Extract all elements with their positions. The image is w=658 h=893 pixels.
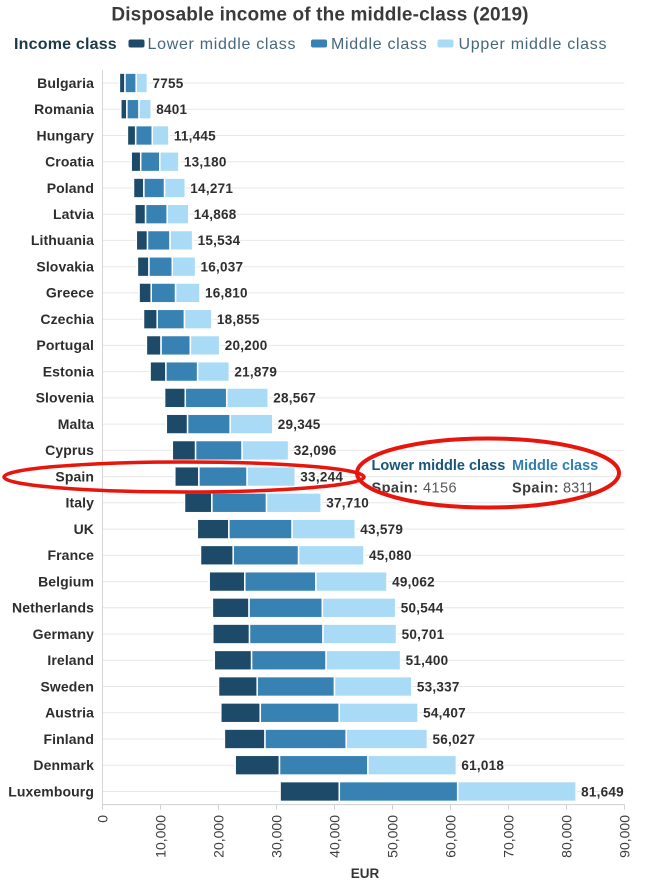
svg-text:50,544: 50,544 (401, 601, 444, 616)
svg-text:Middle class: Middle class (512, 458, 598, 474)
svg-text:Portugal: Portugal (36, 337, 94, 353)
svg-text:33,244: 33,244 (300, 469, 343, 484)
svg-text:16,037: 16,037 (201, 260, 244, 275)
svg-text:Germany: Germany (33, 626, 95, 642)
svg-text:Upper middle class: Upper middle class (459, 36, 608, 53)
svg-text:Disposable income of the middl: Disposable income of the middle-class (2… (111, 5, 528, 26)
svg-text:20,200: 20,200 (225, 338, 268, 353)
svg-text:21,879: 21,879 (234, 364, 277, 379)
svg-text:61,018: 61,018 (461, 758, 504, 773)
svg-text:54,407: 54,407 (423, 706, 466, 721)
svg-text:16,810: 16,810 (205, 286, 248, 301)
svg-text:Greece: Greece (46, 285, 94, 301)
svg-text:51,400: 51,400 (406, 653, 449, 668)
svg-text:Lower middle class: Lower middle class (372, 458, 506, 474)
svg-text:32,096: 32,096 (294, 443, 337, 458)
svg-text:EUR: EUR (351, 866, 380, 881)
svg-text:Luxembourg: Luxembourg (8, 783, 94, 799)
svg-text:Cyprus: Cyprus (45, 442, 94, 458)
svg-text:Hungary: Hungary (37, 127, 95, 143)
svg-text:8401: 8401 (156, 102, 187, 117)
svg-text:Spain: Spain (55, 468, 94, 484)
svg-text:60,000: 60,000 (443, 815, 459, 858)
svg-text:29,345: 29,345 (278, 417, 321, 432)
svg-text:Netherlands: Netherlands (12, 600, 94, 616)
svg-text:56,027: 56,027 (433, 732, 476, 747)
svg-text:Finland: Finland (44, 731, 94, 747)
svg-text:Estonia: Estonia (43, 363, 94, 379)
svg-text:90,000: 90,000 (617, 815, 633, 858)
svg-text:37,710: 37,710 (326, 496, 369, 511)
svg-text:Malta: Malta (58, 416, 94, 432)
svg-text:14,271: 14,271 (190, 181, 233, 196)
svg-text:Italy: Italy (65, 495, 94, 511)
svg-text:Latvia: Latvia (53, 206, 94, 222)
svg-text:Lower middle class: Lower middle class (148, 36, 297, 53)
svg-text:Lithuania: Lithuania (31, 232, 94, 248)
svg-text:0: 0 (95, 815, 111, 823)
svg-text:10,000: 10,000 (153, 815, 169, 858)
svg-text:Slovenia: Slovenia (36, 390, 94, 406)
svg-text:Slovakia: Slovakia (36, 259, 94, 275)
svg-text:Denmark: Denmark (33, 757, 94, 773)
svg-text:Income class: Income class (14, 36, 117, 53)
svg-text:Belgium: Belgium (38, 573, 94, 589)
svg-text:11,445: 11,445 (174, 128, 216, 143)
svg-text:53,337: 53,337 (417, 679, 460, 694)
svg-text:81,649: 81,649 (581, 784, 624, 799)
svg-text:14,868: 14,868 (194, 207, 237, 222)
svg-text:Poland: Poland (47, 180, 94, 196)
svg-text:Spain: 8311: Spain: 8311 (512, 481, 594, 497)
svg-text:Spain: 4156: Spain: 4156 (372, 481, 458, 497)
svg-text:40,000: 40,000 (327, 815, 343, 858)
svg-text:43,579: 43,579 (360, 522, 403, 537)
svg-text:Sweden: Sweden (40, 678, 94, 694)
svg-text:15,534: 15,534 (198, 233, 241, 248)
svg-text:Croatia: Croatia (45, 154, 94, 170)
svg-text:13,180: 13,180 (184, 155, 227, 170)
svg-text:80,000: 80,000 (559, 815, 575, 858)
svg-text:50,000: 50,000 (385, 815, 401, 858)
svg-text:Bulgaria: Bulgaria (37, 75, 94, 91)
svg-text:France: France (47, 547, 94, 563)
svg-text:Austria: Austria (45, 705, 94, 721)
svg-text:Ireland: Ireland (47, 652, 94, 668)
svg-text:49,062: 49,062 (392, 574, 435, 589)
svg-text:Czechia: Czechia (40, 311, 94, 327)
svg-text:18,855: 18,855 (217, 312, 260, 327)
svg-text:30,000: 30,000 (269, 815, 285, 858)
svg-text:20,000: 20,000 (211, 815, 227, 858)
svg-text:Romania: Romania (34, 101, 94, 117)
svg-text:28,567: 28,567 (273, 391, 316, 406)
svg-text:Middle class: Middle class (331, 36, 427, 53)
svg-text:50,701: 50,701 (402, 627, 445, 642)
svg-text:7755: 7755 (153, 76, 184, 91)
svg-text:UK: UK (74, 521, 94, 537)
svg-text:70,000: 70,000 (501, 815, 517, 858)
svg-text:45,080: 45,080 (369, 548, 412, 563)
